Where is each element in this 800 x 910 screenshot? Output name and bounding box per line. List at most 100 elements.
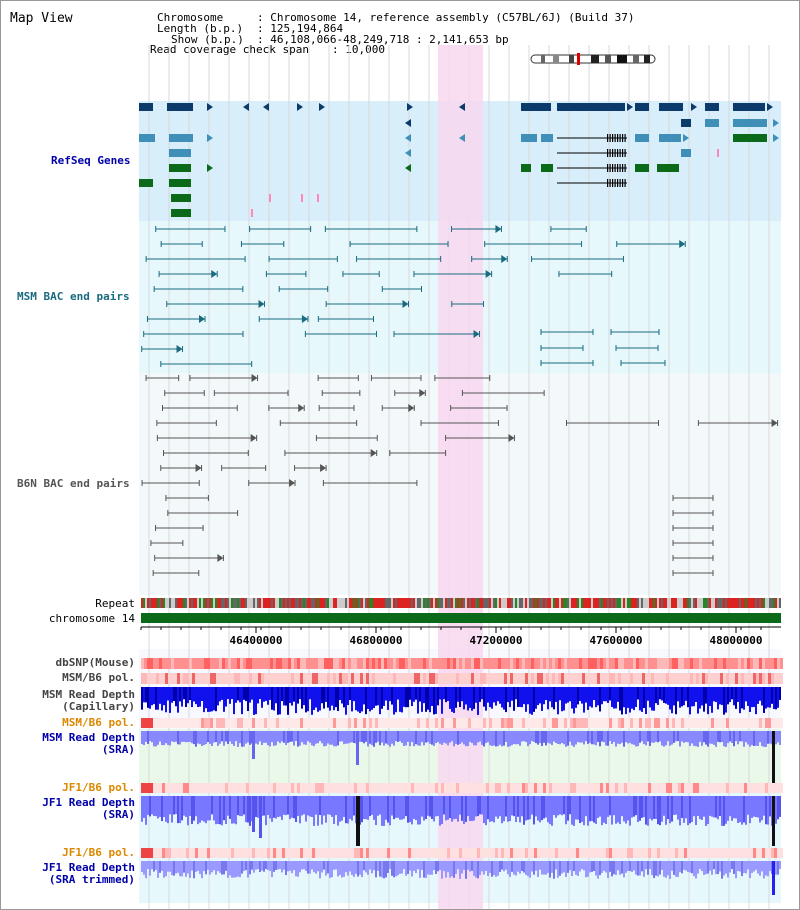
polymorphism-cell [363, 718, 366, 728]
polymorphism-cell [480, 718, 483, 728]
gene-mark [251, 209, 253, 217]
repeat-element [467, 598, 469, 608]
exon-mark [609, 164, 611, 172]
depth-bar [685, 687, 687, 701]
depth-bar [657, 861, 659, 877]
polymorphism-cell [510, 718, 513, 728]
depth-bar [665, 796, 667, 825]
depth-bar [533, 796, 535, 825]
b6n-bac-track[interactable] [141, 374, 779, 576]
depth-spike [356, 796, 360, 846]
dbsnp-label: dbSNP(Mouse) [55, 656, 135, 669]
polymorphism-cell [531, 718, 534, 728]
depth-bar [279, 731, 281, 744]
polymorphism-cell [486, 658, 489, 669]
depth-bar [371, 861, 373, 874]
depth-bar [513, 731, 515, 745]
depth-bar [169, 796, 171, 815]
depth-bar [273, 861, 275, 872]
depth-bar [537, 731, 539, 745]
depth-bar [591, 861, 593, 872]
depth-bar [183, 796, 185, 816]
span-value: : 10,000 [332, 43, 385, 56]
polymorphism-cell [372, 718, 375, 728]
polymorphism-cell [573, 783, 576, 793]
refseq-genes-track[interactable] [139, 103, 779, 217]
depth-bar [719, 731, 721, 743]
polymorphism-cell [510, 658, 513, 669]
refseq-genes-label[interactable]: RefSeq Genes [51, 154, 131, 167]
depth-bar [387, 796, 389, 823]
depth-bar [147, 731, 149, 744]
polymorphism-cell [153, 718, 156, 728]
polymorphism-cell [549, 718, 552, 728]
depth-bar [195, 731, 197, 747]
repeat-element [601, 598, 603, 608]
polymorphism-cell [573, 658, 576, 669]
depth-bar [213, 861, 215, 871]
polymorphism-cell [609, 783, 612, 793]
msm-bac-label[interactable]: MSM BAC end pairs [17, 290, 130, 303]
repeat-track[interactable] [141, 598, 781, 608]
depth-bar [723, 731, 725, 747]
polymorphism-cell [555, 783, 558, 793]
polymorphism-cell [549, 783, 552, 793]
exon-mark [612, 179, 614, 187]
show-key: Show (b.p.) [171, 33, 244, 46]
polymorphism-cell [231, 658, 234, 669]
depth-bar [285, 796, 287, 816]
depth-bar [583, 731, 585, 745]
depth-bar [309, 796, 311, 817]
depth-bar [287, 687, 289, 715]
polymorphism-cell [231, 783, 234, 793]
polymorphism-cell [732, 658, 735, 669]
read-depth-tracks[interactable] [141, 687, 781, 895]
polymorphism-tracks[interactable] [141, 658, 783, 858]
msm-bac-track[interactable] [141, 225, 686, 367]
depth-bar [779, 796, 781, 817]
highlight-region[interactable] [438, 45, 483, 910]
depth-bar [425, 861, 427, 878]
polymorphism-cell [201, 673, 204, 684]
polymorphism-cell [669, 848, 672, 858]
depth-bar [355, 861, 357, 874]
depth-bar [331, 796, 333, 817]
repeat-element [553, 598, 555, 608]
depth-bar [449, 731, 451, 743]
polymorphism-cell [747, 718, 750, 728]
depth-bar [541, 687, 543, 711]
depth-bar [411, 861, 413, 877]
polymorphism-cell [741, 783, 744, 793]
depth-bar [243, 796, 245, 815]
polymorphism-cell [528, 848, 531, 858]
depth-bar [343, 731, 345, 745]
polymorphism-cell [294, 658, 297, 669]
polymorphism-cell [681, 848, 684, 858]
polymorphism-cell [585, 658, 588, 669]
ideogram[interactable] [530, 53, 656, 65]
polymorphism-cell [216, 848, 219, 858]
depth-bar [653, 731, 655, 743]
polymorphism-cell [141, 783, 153, 793]
depth-bar [429, 687, 431, 713]
polymorphism-cell [606, 673, 609, 684]
b6n-bac-label[interactable]: B6N BAC end pairs [17, 477, 130, 490]
depth-bar [163, 861, 165, 878]
polymorphism-cell [489, 673, 492, 684]
polymorphism-cell [183, 783, 186, 793]
depth-bar [201, 796, 203, 821]
polymorphism-cell [453, 783, 456, 793]
polymorphism-cell [591, 658, 594, 669]
depth-bar [285, 687, 287, 706]
depth-bar [197, 796, 199, 825]
depth-bar [351, 687, 353, 712]
polymorphism-cell [723, 783, 726, 793]
depth-bar [227, 731, 229, 745]
polymorphism-cell [705, 718, 708, 728]
chromosome-bar[interactable] [141, 613, 781, 623]
depth-bar [659, 796, 661, 826]
gene-block [521, 164, 531, 172]
polymorphism-cell [399, 673, 402, 684]
polymorphism-cell [636, 848, 639, 858]
